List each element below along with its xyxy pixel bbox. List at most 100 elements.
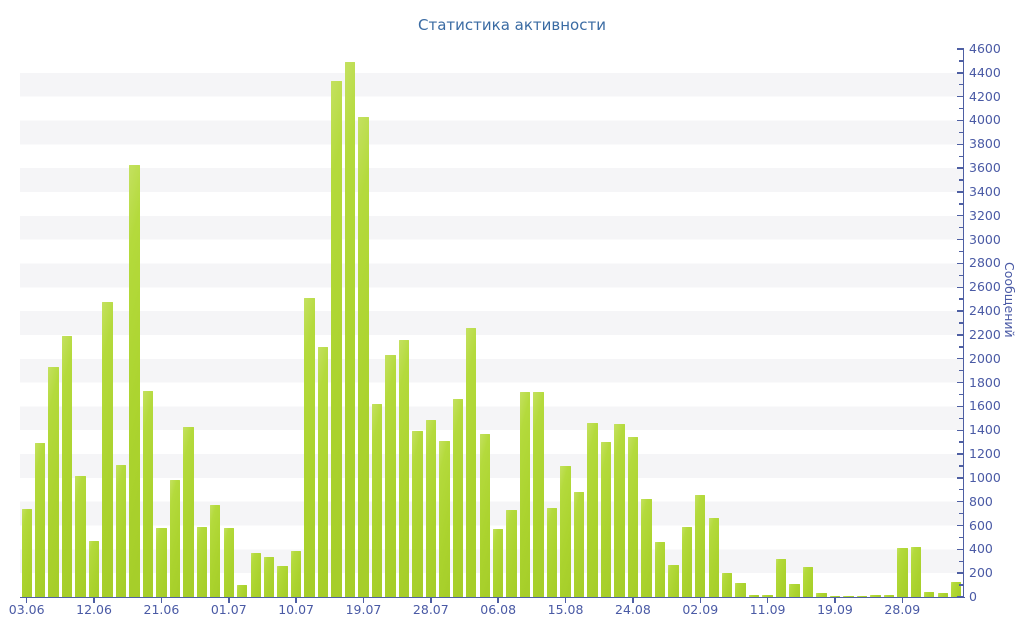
- bar[interactable]: [533, 392, 544, 597]
- y-tick-label: 200: [969, 565, 993, 581]
- y-tick-label: 1800: [969, 374, 1001, 390]
- bar[interactable]: [614, 424, 625, 597]
- bar[interactable]: [129, 164, 140, 597]
- bar[interactable]: [304, 297, 315, 597]
- bar[interactable]: [344, 62, 356, 597]
- bar[interactable]: [560, 465, 571, 597]
- bar[interactable]: [75, 475, 86, 597]
- bar[interactable]: [708, 518, 719, 597]
- y-tick-label: 1600: [969, 398, 1001, 414]
- y-tick-label: 800: [969, 493, 993, 509]
- bar[interactable]: [870, 595, 881, 597]
- y-major-tick: [957, 191, 964, 193]
- x-tick: [497, 598, 499, 603]
- bar[interactable]: [587, 423, 598, 597]
- bar[interactable]: [61, 336, 73, 597]
- x-tick-label: 01.07: [210, 602, 247, 617]
- bar[interactable]: [829, 595, 841, 597]
- bar[interactable]: [843, 595, 854, 597]
- bar[interactable]: [789, 583, 800, 597]
- bar[interactable]: [466, 327, 477, 597]
- bar[interactable]: [331, 81, 342, 597]
- bar[interactable]: [802, 567, 814, 597]
- y-major-tick: [957, 596, 964, 598]
- bar[interactable]: [439, 440, 450, 597]
- bar[interactable]: [493, 529, 504, 597]
- y-minor-tick: [959, 417, 964, 419]
- bar[interactable]: [479, 433, 490, 597]
- y-tick-label: 3000: [969, 231, 1001, 247]
- bar[interactable]: [910, 546, 921, 597]
- y-major-tick: [957, 286, 964, 288]
- bar[interactable]: [425, 419, 437, 597]
- bar[interactable]: [668, 564, 679, 597]
- bar[interactable]: [317, 346, 329, 597]
- bar[interactable]: [277, 566, 288, 597]
- bar[interactable]: [681, 526, 692, 597]
- bar[interactable]: [48, 367, 59, 597]
- bar[interactable]: [156, 527, 167, 597]
- y-minor-tick: [959, 441, 964, 443]
- bar[interactable]: [210, 505, 221, 597]
- y-major-tick: [957, 548, 964, 551]
- y-minor-tick: [959, 179, 964, 181]
- bar[interactable]: [937, 593, 948, 597]
- y-minor-tick: [959, 584, 964, 586]
- chart-title: Статистика активности: [418, 16, 606, 34]
- y-minor-tick: [959, 346, 964, 348]
- bar[interactable]: [506, 510, 517, 597]
- x-tick: [228, 598, 230, 603]
- bar[interactable]: [816, 593, 827, 597]
- bar[interactable]: [115, 464, 127, 597]
- bar[interactable]: [951, 581, 962, 597]
- bar[interactable]: [371, 404, 383, 597]
- bar[interactable]: [856, 595, 868, 597]
- y-tick-label: 4600: [969, 41, 1001, 56]
- y-minor-tick: [959, 84, 964, 86]
- y-tick-label: 2000: [969, 350, 1001, 366]
- bar[interactable]: [196, 526, 208, 597]
- bar[interactable]: [223, 527, 234, 597]
- bar[interactable]: [452, 399, 463, 597]
- bar[interactable]: [237, 585, 248, 597]
- bar[interactable]: [102, 301, 113, 597]
- bar[interactable]: [735, 582, 746, 597]
- bar[interactable]: [762, 594, 773, 597]
- bar[interactable]: [142, 390, 154, 597]
- x-tick: [93, 598, 95, 603]
- bar[interactable]: [412, 431, 423, 597]
- bar[interactable]: [169, 480, 181, 597]
- bar[interactable]: [695, 494, 706, 597]
- bar[interactable]: [88, 541, 100, 597]
- bar[interactable]: [722, 573, 733, 597]
- y-minor-tick: [959, 131, 964, 134]
- y-major-tick: [957, 334, 964, 336]
- bar[interactable]: [748, 595, 760, 597]
- bar[interactable]: [897, 548, 908, 597]
- bar[interactable]: [398, 339, 410, 597]
- bar[interactable]: [290, 550, 302, 597]
- bar[interactable]: [924, 592, 935, 597]
- bar[interactable]: [250, 552, 261, 597]
- bar[interactable]: [546, 507, 558, 597]
- bar[interactable]: [34, 443, 46, 597]
- bar[interactable]: [573, 492, 585, 597]
- y-major-tick: [957, 238, 964, 241]
- x-tick-label: 28.09: [884, 602, 921, 617]
- y-tick-label: 4200: [969, 88, 1001, 104]
- bar[interactable]: [654, 542, 666, 597]
- bar[interactable]: [263, 556, 275, 597]
- bar[interactable]: [519, 392, 531, 597]
- x-tick-label: 15.08: [547, 602, 584, 617]
- bar[interactable]: [183, 426, 194, 597]
- bar[interactable]: [600, 442, 612, 597]
- bar[interactable]: [627, 437, 639, 597]
- bar[interactable]: [641, 499, 652, 597]
- y-minor-tick: [959, 203, 964, 205]
- bar[interactable]: [883, 595, 895, 597]
- bar[interactable]: [358, 116, 369, 597]
- bar[interactable]: [21, 508, 32, 597]
- bar[interactable]: [775, 558, 787, 597]
- y-major-tick: [957, 95, 964, 98]
- bar[interactable]: [385, 355, 396, 597]
